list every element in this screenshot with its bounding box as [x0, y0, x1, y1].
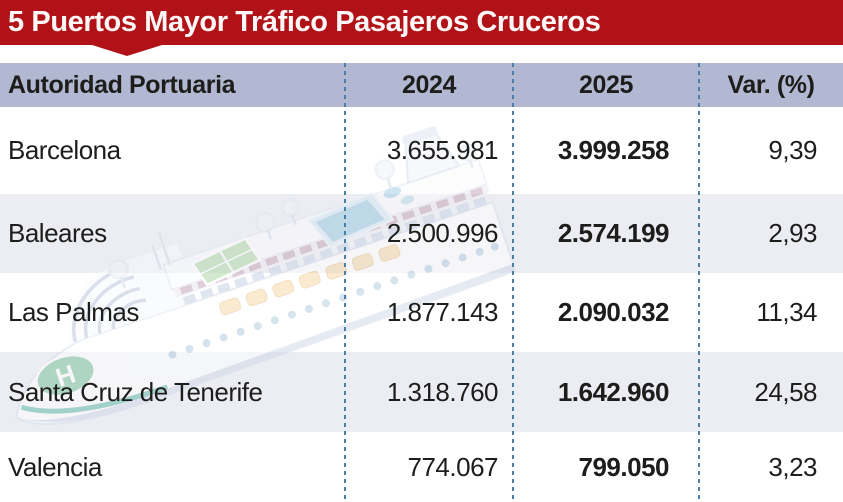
col-header-autoridad: Autoridad Portuaria [8, 70, 236, 99]
value-2024: 2.500.996 [386, 218, 499, 248]
port-name: Las Palmas [8, 297, 139, 327]
table-row: Santa Cruz de Tenerife 1.318.760 1.642.9… [0, 352, 843, 432]
value-2024: 3.655.981 [386, 135, 499, 165]
port-name: Barcelona [8, 135, 121, 165]
value-var: 24,58 [754, 376, 817, 407]
table-row: Las Palmas 1.877.143 2.090.032 11,34 [0, 273, 843, 352]
value-2024: 1.318.760 [386, 376, 499, 407]
value-var: 3,23 [768, 451, 817, 482]
title-bar: 5 Puertos Mayor Tráfico Pasajeros Crucer… [0, 0, 843, 45]
row-background [0, 432, 843, 502]
title-pointer-triangle [92, 45, 162, 56]
table-header-row: Autoridad Portuaria 2024 2025 Var. (%) [0, 63, 843, 107]
page-title: 5 Puertos Mayor Tráfico Pasajeros Crucer… [8, 6, 601, 38]
value-2025: 2.090.032 [557, 297, 670, 327]
value-2025: 2.574.199 [557, 218, 670, 248]
value-2025: 799.050 [578, 451, 670, 482]
col-header-2025: 2025 [578, 70, 633, 99]
col-header-var: Var. (%) [727, 70, 815, 99]
value-var: 9,39 [768, 135, 817, 165]
value-2024: 1.877.143 [386, 297, 499, 327]
value-2025: 1.642.960 [557, 376, 670, 407]
value-var: 11,34 [756, 297, 817, 327]
port-name: Valencia [8, 451, 102, 482]
port-name: Santa Cruz de Tenerife [8, 376, 263, 407]
value-2024: 774.067 [407, 451, 499, 482]
column-divider-3 [698, 63, 700, 502]
header-row-background [0, 63, 843, 107]
col-header-2024: 2024 [401, 70, 456, 99]
value-var: 2,93 [768, 218, 817, 248]
port-name: Baleares [8, 218, 107, 248]
table-row: Baleares 2.500.996 2.574.199 2,93 [0, 194, 843, 273]
table-row: Valencia 774.067 799.050 3,23 [0, 432, 843, 502]
table-row: Barcelona 3.655.981 3.999.258 9,39 [0, 107, 843, 194]
value-2025: 3.999.258 [557, 135, 670, 165]
